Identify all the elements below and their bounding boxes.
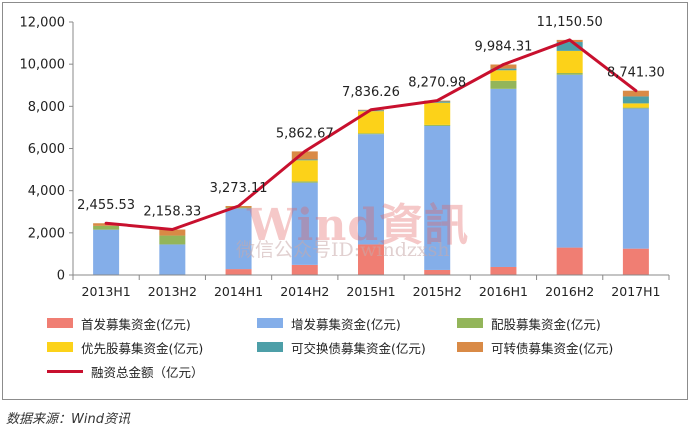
y-tick-label: 0 bbox=[57, 269, 65, 284]
legend-item-rights: 配股募集资金(亿元) bbox=[457, 313, 601, 333]
bar-segment-s1-2016H1 bbox=[490, 88, 517, 267]
x-tick-label-2013H1: 2013H1 bbox=[82, 284, 131, 299]
bar-segment-s1-2014H2 bbox=[291, 182, 318, 265]
watermark-logo: Wind資訊 bbox=[247, 200, 470, 251]
bar-segment-s2-2015H1 bbox=[358, 133, 384, 135]
source-note: 数据来源：Wind资讯 bbox=[6, 412, 130, 427]
x-tick-label-2015H1: 2015H1 bbox=[346, 284, 395, 299]
x-tick-label-2014H1: 2014H1 bbox=[214, 284, 263, 299]
axes-layer: 0 2,000 4,000 6,000 8,000 10,000 12,000 2013H1 2… bbox=[20, 16, 670, 299]
legend-item-ipo: 首发募集资金(亿元) bbox=[47, 313, 191, 333]
bar-segment-s3-2017H1 bbox=[622, 103, 649, 108]
x-tick-label-2014H2: 2014H2 bbox=[280, 284, 329, 299]
legend-label-seo: 增发募集资金(亿元) bbox=[291, 316, 401, 332]
legend-label-preferred: 优先股募集资金(亿元) bbox=[81, 340, 204, 356]
bar-segment-s3-2016H1 bbox=[490, 70, 517, 81]
bar-segment-s0-2016H2 bbox=[556, 247, 583, 275]
legend-item-exchangeable: 可交换债募集资金(亿元) bbox=[257, 337, 426, 357]
bar-segment-s5-2017H1 bbox=[622, 90, 649, 97]
bar-segment-s2-2014H1 bbox=[225, 207, 252, 209]
bar-segment-s0-2015H2 bbox=[424, 269, 451, 275]
bar-segment-s4-2014H2 bbox=[291, 159, 318, 161]
line-data-label-2017H1: 8,741.30 bbox=[607, 66, 665, 81]
legend-label-exchangeable: 可交换债募集资金(亿元) bbox=[291, 340, 426, 356]
legend-swatch-rights bbox=[457, 318, 483, 328]
bar-segment-s1-2014H1 bbox=[225, 208, 252, 270]
legend-swatch-exchangeable bbox=[257, 342, 283, 352]
bar-segment-s1-2015H2 bbox=[424, 125, 451, 270]
line-data-label-2013H1: 2,455.53 bbox=[77, 198, 135, 213]
line-data-label-2014H1: 3,273.11 bbox=[210, 181, 268, 196]
line-data-label-2015H1: 7,836.26 bbox=[342, 85, 400, 100]
line-layer bbox=[104, 38, 638, 231]
x-tick-label-2017H1: 2017H1 bbox=[611, 284, 660, 299]
chart-frame: 0 2,000 4,000 6,000 8,000 10,000 12,000 2013H1 2… bbox=[2, 2, 688, 400]
bar-segment-s2-2014H2 bbox=[291, 181, 318, 183]
legend-item-convertible: 可转债募集资金(亿元) bbox=[457, 337, 613, 357]
x-tick-label-2015H2: 2015H2 bbox=[413, 284, 462, 299]
bar-segment-s1-2016H2 bbox=[556, 74, 583, 248]
bar-segment-s2-2013H1 bbox=[93, 225, 120, 230]
legend-swatch-preferred bbox=[47, 342, 73, 352]
legend-item-preferred: 优先股募集资金(亿元) bbox=[47, 337, 203, 357]
legend-label-total: 融资总金额（亿元） bbox=[91, 364, 204, 380]
watermark-subtext: 微信公众号ID:windzxsh bbox=[236, 239, 450, 261]
bar-segment-s0-2015H1 bbox=[358, 244, 384, 275]
y-tick-label: 12,000 bbox=[20, 16, 66, 31]
bar-segment-s1-2013H2 bbox=[159, 244, 186, 275]
x-tick-label-2016H2: 2016H2 bbox=[545, 284, 594, 299]
bar-segment-s4-2016H1 bbox=[490, 68, 517, 71]
legend-swatch-ipo bbox=[47, 318, 73, 328]
line-data-label-2015H2: 8,270.98 bbox=[408, 76, 466, 91]
x-tick-label-2013H2: 2013H2 bbox=[148, 284, 197, 299]
y-tick-label: 4,000 bbox=[28, 184, 65, 199]
bars-layer bbox=[93, 39, 649, 275]
y-tick-label: 6,000 bbox=[28, 142, 65, 157]
bar-segment-s3-2015H2 bbox=[424, 102, 451, 125]
bar-segment-s0-2014H2 bbox=[291, 264, 318, 275]
bar-segment-s4-2016H2 bbox=[556, 42, 583, 51]
bar-segment-s3-2014H2 bbox=[291, 160, 318, 182]
bar-segment-s1-2013H1 bbox=[93, 229, 120, 275]
bar-segment-s5-2016H1 bbox=[490, 64, 517, 69]
line-data-label-2013H2: 2,158.33 bbox=[143, 204, 201, 219]
bar-segment-s0-2016H1 bbox=[490, 266, 517, 275]
line-data-label-2014H2: 5,862.67 bbox=[276, 126, 334, 141]
bar-segment-s2-2017H1 bbox=[622, 107, 649, 109]
legend-item-total: 融资总金额（亿元） bbox=[47, 361, 204, 381]
bar-segment-s1-2017H1 bbox=[622, 108, 649, 249]
bar-segment-s5-2014H2 bbox=[291, 151, 318, 160]
bar-segment-s3-2015H1 bbox=[358, 111, 384, 134]
legend-label-convertible: 可转债募集资金(亿元) bbox=[491, 340, 614, 356]
bar-segment-s0-2014H1 bbox=[225, 269, 252, 275]
x-tick-label-2016H1: 2016H1 bbox=[479, 284, 528, 299]
y-tick-label: 10,000 bbox=[20, 58, 66, 73]
bar-segment-s5-2013H2 bbox=[159, 229, 186, 236]
legend-swatch-convertible bbox=[457, 342, 483, 352]
bar-segment-s2-2016H1 bbox=[490, 80, 517, 89]
bar-segment-s2-2015H2 bbox=[424, 124, 451, 126]
stacked-bar-line-chart: 0 2,000 4,000 6,000 8,000 10,000 12,000 2013H1 2… bbox=[20, 15, 670, 299]
bar-segment-s1-2015H1 bbox=[358, 134, 384, 245]
legend-label-rights: 配股募集资金(亿元) bbox=[491, 316, 601, 332]
legend-line-total bbox=[47, 369, 83, 373]
line-data-label-2016H2: 11,150.50 bbox=[537, 15, 603, 30]
y-tick-label: 8,000 bbox=[28, 100, 65, 115]
bar-segment-s2-2013H2 bbox=[159, 235, 186, 245]
bar-segment-s0-2017H1 bbox=[622, 248, 649, 275]
labels-layer: 2,455.53 2,158.33 3,273.11 5,862.67 7,836.26… bbox=[77, 15, 665, 220]
bar-segment-s3-2016H2 bbox=[556, 50, 583, 74]
line-data-label-2016H1: 9,984.31 bbox=[474, 39, 532, 54]
legend-label-ipo: 首发募集资金(亿元) bbox=[81, 316, 191, 332]
legend-swatch-seo bbox=[257, 318, 283, 328]
bar-segment-s2-2016H2 bbox=[556, 73, 583, 75]
legend-item-seo: 增发募集资金(亿元) bbox=[257, 313, 401, 333]
bar-segment-s4-2017H1 bbox=[622, 96, 649, 104]
total-financing-line bbox=[104, 38, 638, 231]
y-tick-label: 2,000 bbox=[28, 226, 65, 241]
